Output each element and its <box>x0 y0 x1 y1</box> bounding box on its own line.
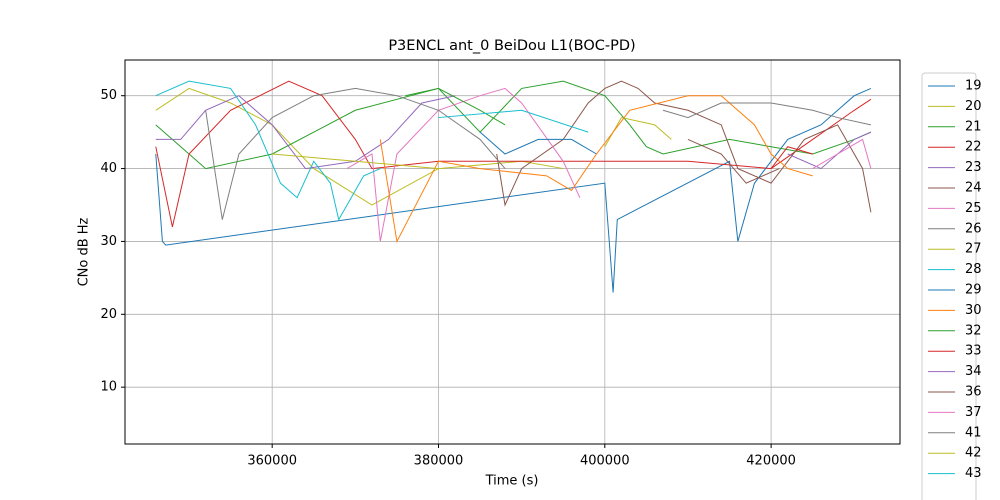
data-line <box>770 146 813 169</box>
y-tick-label: 20 <box>100 307 117 322</box>
data-line <box>379 95 813 244</box>
y-tick-label: 50 <box>100 88 117 103</box>
data-line <box>155 80 872 227</box>
data-line <box>272 153 439 170</box>
x-tick-label: 360000 <box>247 454 297 469</box>
legend-label: 28 <box>965 262 982 277</box>
data-line <box>812 138 872 170</box>
data-line <box>155 80 872 170</box>
y-axis-label: CNo dB Hz <box>77 217 92 286</box>
legend-label: 32 <box>965 323 982 338</box>
x-tick-label: 400000 <box>580 454 630 469</box>
y-tick-label: 30 <box>100 234 117 249</box>
x-tick-label: 380000 <box>414 454 464 469</box>
y-tick-label: 40 <box>100 161 117 176</box>
legend-label: 36 <box>965 385 982 400</box>
data-line <box>346 87 581 242</box>
legend-label: 43 <box>965 466 982 481</box>
data-line <box>205 87 506 220</box>
data-line <box>155 80 381 221</box>
legend-label: 23 <box>965 160 982 175</box>
data-line <box>496 80 872 213</box>
plot-frame <box>124 59 901 445</box>
data-line <box>438 109 589 133</box>
data-line <box>155 95 456 170</box>
x-tick-label: 420000 <box>746 454 796 469</box>
legend-label: 37 <box>965 405 982 420</box>
chart-title: P3ENCL ant_0 BeiDou L1(BOC-PD) <box>388 38 635 54</box>
legend-box <box>921 72 977 500</box>
legend-label: 33 <box>965 344 982 359</box>
legend-label: 24 <box>965 181 982 196</box>
legend-label: 42 <box>965 446 982 461</box>
legend-label: 26 <box>965 221 982 236</box>
legend-label: 20 <box>965 99 982 114</box>
legend-label: 22 <box>965 140 982 155</box>
data-line <box>662 102 872 126</box>
data-line <box>155 87 872 293</box>
data-line <box>479 131 597 155</box>
data-line <box>155 87 564 206</box>
x-axis-label: Time (s) <box>485 474 539 489</box>
legend-label: 29 <box>965 283 982 298</box>
legend-label: 30 <box>965 303 982 318</box>
legend-label: 21 <box>965 119 982 134</box>
data-line <box>405 87 506 126</box>
legend-label: 34 <box>965 364 982 379</box>
data-line <box>687 138 780 184</box>
legend-label: 41 <box>965 425 982 440</box>
y-tick-label: 10 <box>100 380 117 395</box>
legend-label: 25 <box>965 201 982 216</box>
data-line <box>604 116 672 147</box>
legend-label: 19 <box>965 79 982 94</box>
legend-label: 27 <box>965 242 982 257</box>
